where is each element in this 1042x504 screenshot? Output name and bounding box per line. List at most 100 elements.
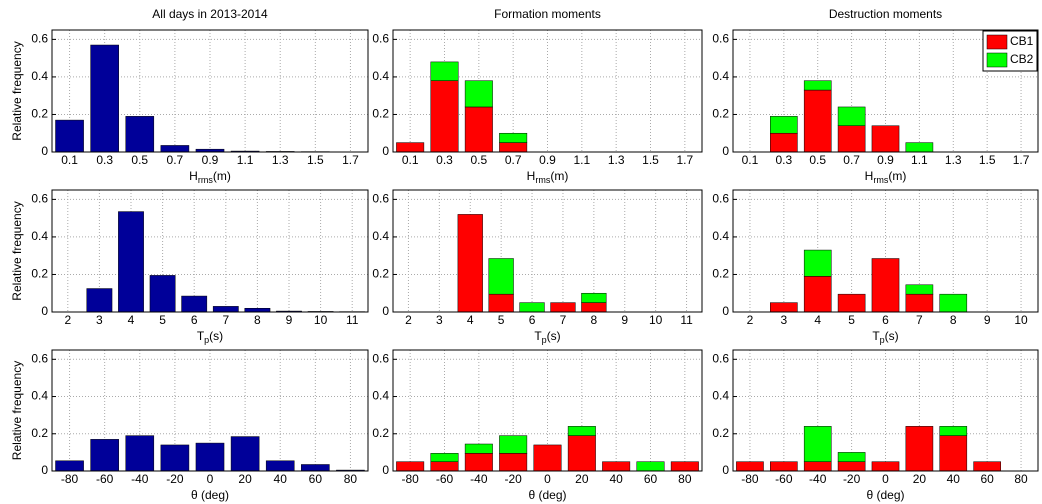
x-tick-label: 7: [916, 313, 923, 327]
y-axis-label: Relative frequency: [10, 361, 24, 460]
x-label-part: (s): [885, 329, 899, 343]
x-tick-label: 0.5: [809, 153, 826, 167]
bar: [118, 211, 144, 313]
x-tick-label: 9: [286, 313, 293, 327]
subplot: 0 0.2 0.4 0.6 0.1 0.3 0.5 0.7 0.9 1.1 1.3 1.5 1.7 Des…: [712, 7, 1039, 185]
x-tick-label: 3: [96, 313, 103, 327]
bar-segment: [550, 302, 576, 313]
bar-segment: [533, 444, 562, 472]
x-label-part: (s): [547, 329, 561, 343]
bar-segment: [770, 461, 798, 472]
x-tick-label: 9: [984, 313, 991, 327]
bar-segment: [670, 461, 699, 472]
bar-segment: [871, 125, 900, 153]
x-tick-label: 60: [644, 472, 658, 486]
bar-segment: [430, 61, 459, 81]
bar-segment: [871, 258, 900, 313]
x-tick-label: 11: [680, 313, 693, 327]
bar-segment: [803, 89, 832, 153]
x-tick-label: 80: [1014, 472, 1028, 486]
x-tick-label: -60: [775, 472, 793, 486]
bar-segment: [464, 106, 493, 153]
x-label-part: H: [189, 169, 198, 183]
x-tick-label: 40: [609, 472, 623, 486]
x-axis-label: Hrms(m): [189, 169, 231, 185]
axes-frame: [732, 29, 1039, 153]
y-tick-label: 0.4: [372, 69, 389, 83]
bar: [301, 464, 330, 472]
axes-frame: [392, 349, 703, 472]
x-tick-label: 3: [780, 313, 787, 327]
x-tick-label: 10: [649, 313, 663, 327]
x-tick-label: 1.1: [911, 153, 928, 167]
bar: [265, 460, 295, 472]
x-axis-label: Tp(s): [197, 329, 223, 345]
x-tick-label: 0: [207, 472, 214, 486]
axes-frame: [392, 189, 703, 313]
bar: [195, 442, 225, 472]
x-tick-label: 0.3: [436, 153, 453, 167]
x-tick-label: 0.7: [167, 153, 184, 167]
x-tick-label: -80: [401, 472, 419, 486]
bar-segment: [770, 116, 798, 134]
bar-segment: [464, 80, 493, 108]
y-tick-label: 0: [722, 463, 729, 477]
x-label-part: θ (deg): [191, 488, 229, 502]
subplot-title: All days in 2013-2014: [152, 7, 268, 21]
x-tick-label: 8: [591, 313, 598, 327]
x-tick-label: -20: [504, 472, 522, 486]
x-tick-label: 60: [309, 472, 323, 486]
subplot: 0 0.2 0.4 0.6 0.1 0.3 0.5 0.7 0.9 1.1 1.3 1.5 1.7 For…: [372, 7, 703, 185]
y-tick-label: 0: [382, 144, 389, 158]
x-tick-label: 2: [405, 313, 412, 327]
axes-frame: [51, 349, 369, 472]
y-tick-label: 0.4: [31, 69, 48, 83]
x-tick-label: 1.7: [342, 153, 359, 167]
x-tick-label: 80: [678, 472, 692, 486]
bar-segment: [519, 302, 545, 313]
x-axis-label: Hrms(m): [865, 169, 907, 185]
x-tick-label: -60: [96, 472, 114, 486]
x-tick-label: 20: [913, 472, 927, 486]
subplot: 0 0.2 0.4 0.6 0.1 0.3 0.5 0.7 0.9 1.1 1.3 1.5 1.7 All…: [10, 7, 369, 185]
x-tick-label: 0.3: [775, 153, 792, 167]
y-tick-label: 0.4: [31, 229, 48, 243]
bar-segment: [905, 426, 934, 472]
axes-frame: [732, 349, 1039, 472]
bar-segment: [837, 452, 866, 462]
y-tick-label: 0.6: [372, 192, 389, 206]
x-label-part: (m): [213, 169, 231, 183]
subplot: 0 0.2 0.4 0.6 2 3 4 5 6 7 8 9 10 11 Tp(s): [372, 189, 703, 345]
bar-segment: [499, 142, 528, 153]
y-tick-label: 0.2: [372, 107, 389, 121]
bar-segment: [803, 80, 832, 91]
bar-segment: [939, 293, 968, 313]
x-tick-label: 0.3: [96, 153, 113, 167]
x-tick-label: -40: [131, 472, 149, 486]
bar-segment: [602, 461, 631, 472]
x-tick-label: 40: [274, 472, 288, 486]
x-tick-label: 5: [848, 313, 855, 327]
bar-segment: [567, 435, 596, 472]
x-tick-label: 8: [950, 313, 957, 327]
x-tick-label: 4: [814, 313, 821, 327]
x-tick-label: 1.7: [1013, 153, 1030, 167]
x-label-part: T: [534, 329, 542, 343]
x-tick-label: -40: [470, 472, 488, 486]
axes-frame: [392, 29, 703, 153]
x-tick-label: 1.5: [642, 153, 659, 167]
x-tick-label: 1.7: [676, 153, 693, 167]
bar: [86, 288, 113, 313]
bar: [125, 116, 155, 153]
x-axis-label: Tp(s): [872, 329, 898, 345]
y-tick-label: 0.6: [31, 32, 48, 46]
bar: [212, 306, 239, 313]
bar-segment: [499, 132, 528, 143]
x-label-part: p: [880, 335, 885, 345]
x-tick-label: 8: [254, 313, 261, 327]
x-tick-label: 2: [747, 313, 754, 327]
x-tick-label: 40: [947, 472, 961, 486]
y-tick-label: 0: [382, 304, 389, 318]
subplot-title: Destruction moments: [829, 7, 942, 21]
